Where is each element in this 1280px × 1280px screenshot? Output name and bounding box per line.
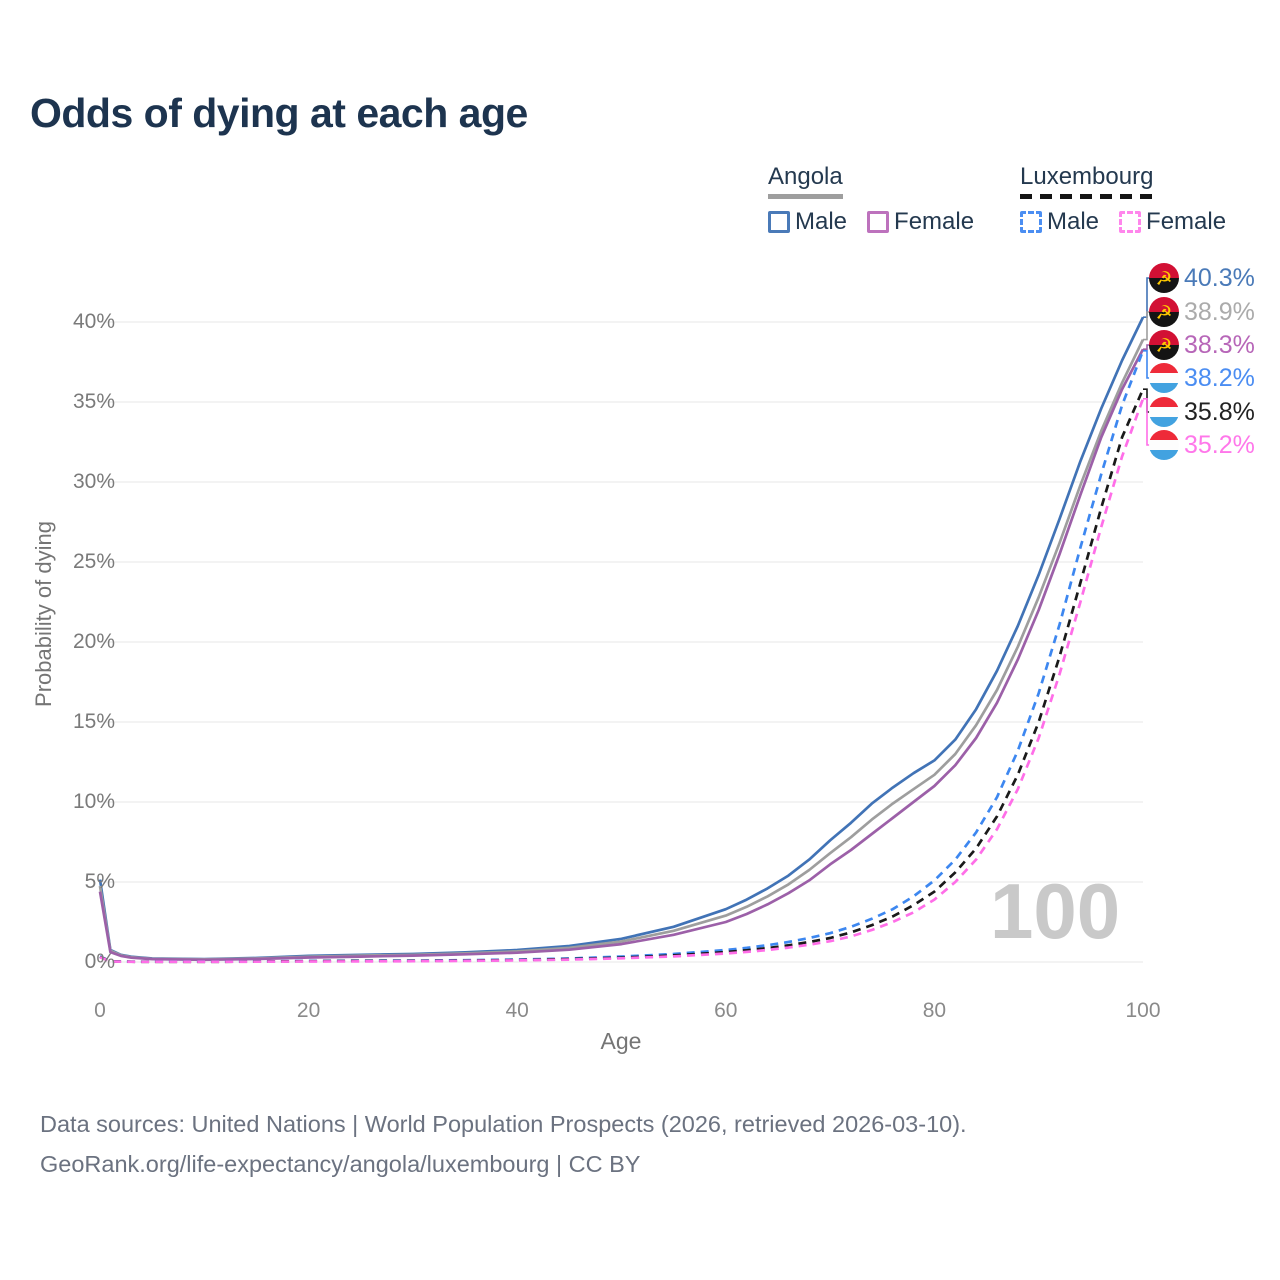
x-axis-title: Age <box>600 1028 642 1054</box>
angola-flag-icon: ☭ <box>1149 297 1179 327</box>
x-tick-label-20: 20 <box>296 999 321 1022</box>
x-tick-label-100: 100 <box>1125 999 1161 1022</box>
series-line-luxembourg-female <box>99 398 1145 964</box>
end-label-luxembourg-female: 35.2% <box>1149 429 1255 461</box>
y-tick-label-5: 5% <box>84 870 115 893</box>
legend-group-luxembourg: Luxembourg Male Female <box>1020 163 1226 236</box>
x-tick-label-40: 40 <box>505 999 529 1022</box>
x-tick-label-80: 80 <box>922 999 947 1022</box>
y-axis-title: Probability of dying <box>31 521 56 707</box>
legend-group-angola: Angola Male Female <box>768 163 974 236</box>
y-tick-label-35: 35% <box>72 390 115 413</box>
page-title: Odds of dying at each age <box>30 90 528 136</box>
checkbox-angola-female[interactable] <box>867 211 890 233</box>
checkbox-luxembourg-male[interactable] <box>1020 211 1042 233</box>
y-tick-label-20: 20% <box>72 630 115 653</box>
checkbox-luxembourg-female[interactable] <box>1119 211 1142 233</box>
end-label-angola-all: ☭ 38.9% <box>1149 296 1255 328</box>
legend-linestyle-angola <box>768 194 843 199</box>
footer-attribution-url: GeoRank.org/life-expectancy/angola/luxem… <box>40 1151 641 1177</box>
end-label-value: 38.3% <box>1184 331 1255 359</box>
end-label-angola-female: ☭ 38.3% <box>1149 329 1255 361</box>
angola-flag-icon: ☭ <box>1149 330 1179 360</box>
legend-country-luxembourg: Luxembourg <box>1020 163 1154 190</box>
legend-label-angola-male: Male <box>795 208 848 235</box>
end-label-value: 38.9% <box>1184 298 1255 326</box>
legend-label-luxembourg-female: Female <box>1146 208 1227 235</box>
y-tick-label-10: 10% <box>72 790 115 813</box>
end-label-luxembourg-all: 35.8% <box>1149 396 1255 428</box>
luxembourg-flag-icon <box>1149 397 1179 427</box>
legend-linestyle-luxembourg <box>1020 194 1154 199</box>
luxembourg-flag-icon <box>1149 430 1179 460</box>
legend-country-angola: Angola <box>768 163 843 190</box>
legend-label-angola-female: Female <box>894 208 975 235</box>
legend-label-luxembourg-male: Male <box>1047 208 1100 235</box>
end-label-angola-male: ☭ 40.3% <box>1149 262 1255 294</box>
y-tick-label-40: 40% <box>72 310 115 333</box>
svg-text:☭: ☭ <box>1155 302 1172 324</box>
luxembourg-flag-icon <box>1149 363 1179 393</box>
x-tick-label-0: 0 <box>94 999 106 1022</box>
end-label-value: 38.2% <box>1184 364 1255 392</box>
footer: Data sources: United Nations | World Pop… <box>40 1104 967 1184</box>
series-line-luxembourg-all <box>99 388 1145 964</box>
series-line-angola-all <box>98 339 1145 961</box>
footer-data-sources: Data sources: United Nations | World Pop… <box>40 1111 967 1137</box>
series-line-angola-male <box>98 316 1145 961</box>
svg-text:☭: ☭ <box>1155 268 1172 290</box>
y-tick-label-15: 15% <box>72 710 115 733</box>
y-tick-label-30: 30% <box>72 470 115 493</box>
x-tick-label-60: 60 <box>714 999 738 1022</box>
end-label-luxembourg-male: 38.2% <box>1149 362 1255 394</box>
svg-text:☭: ☭ <box>1155 335 1172 357</box>
end-label-value: 35.2% <box>1184 431 1255 459</box>
end-label-value: 35.8% <box>1184 398 1255 426</box>
angola-flag-icon: ☭ <box>1149 263 1179 293</box>
y-tick-label-0: 0% <box>84 950 115 973</box>
series-line-luxembourg-male <box>99 350 1145 964</box>
checkbox-angola-male[interactable] <box>768 211 790 233</box>
end-label-value: 40.3% <box>1184 264 1255 292</box>
series-line-angola-female <box>98 348 1145 962</box>
y-tick-label-25: 25% <box>72 550 115 573</box>
